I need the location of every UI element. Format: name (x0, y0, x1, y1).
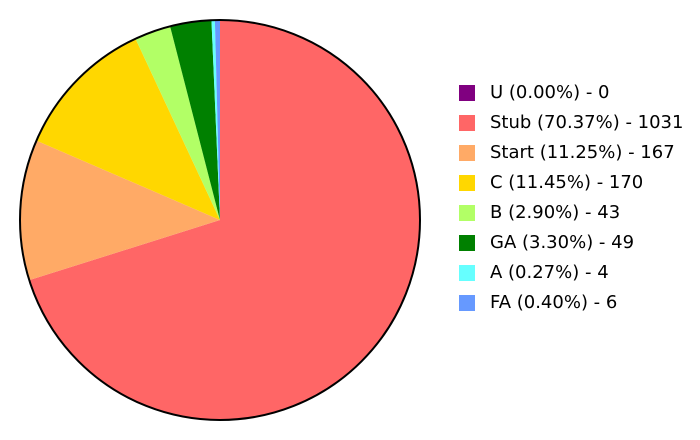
pie-slice-stub (29, 20, 420, 420)
legend-swatch-start (459, 145, 475, 161)
pie-slices (19, 20, 420, 420)
legend-swatch-stub (459, 115, 475, 131)
pie-slice-c (36, 38, 221, 221)
legend-swatch-fa (459, 295, 475, 311)
legend-item-a: A (0.27%) - 4 (459, 258, 683, 288)
legend-item-fa: FA (0.40%) - 6 (459, 288, 683, 318)
pie-slice-fa (214, 20, 220, 220)
pie-slice-start (19, 140, 220, 281)
legend-item-u: U (0.00%) - 0 (459, 78, 683, 108)
legend-swatch-c (459, 175, 475, 191)
pie-slice-ga (170, 20, 220, 221)
pie-slice-a (211, 20, 220, 221)
legend-label-ga: GA (3.30%) - 49 (490, 232, 635, 253)
legend-label-stub: Stub (70.37%) - 1031 (490, 112, 684, 133)
legend-swatch-u (459, 85, 475, 101)
legend-item-start: Start (11.25%) - 167 (459, 138, 683, 168)
chart-legend: U (0.00%) - 0 Stub (70.37%) - 1031 Start… (459, 78, 683, 318)
legend-swatch-ga (459, 235, 475, 251)
pie-slice-b (135, 26, 220, 220)
legend-label-a: A (0.27%) - 4 (490, 262, 609, 283)
legend-label-c: C (11.45%) - 170 (490, 172, 644, 193)
pie-outline (19, 19, 421, 421)
legend-item-c: C (11.45%) - 170 (459, 168, 683, 198)
legend-item-ga: GA (3.30%) - 49 (459, 228, 683, 258)
legend-label-b: B (2.90%) - 43 (490, 202, 621, 223)
legend-swatch-b (459, 205, 475, 221)
legend-item-stub: Stub (70.37%) - 1031 (459, 108, 683, 138)
legend-label-fa: FA (0.40%) - 6 (490, 292, 618, 313)
legend-item-b: B (2.90%) - 43 (459, 198, 683, 228)
legend-label-start: Start (11.25%) - 167 (490, 142, 675, 163)
legend-swatch-a (459, 265, 475, 281)
legend-label-u: U (0.00%) - 0 (490, 82, 610, 103)
